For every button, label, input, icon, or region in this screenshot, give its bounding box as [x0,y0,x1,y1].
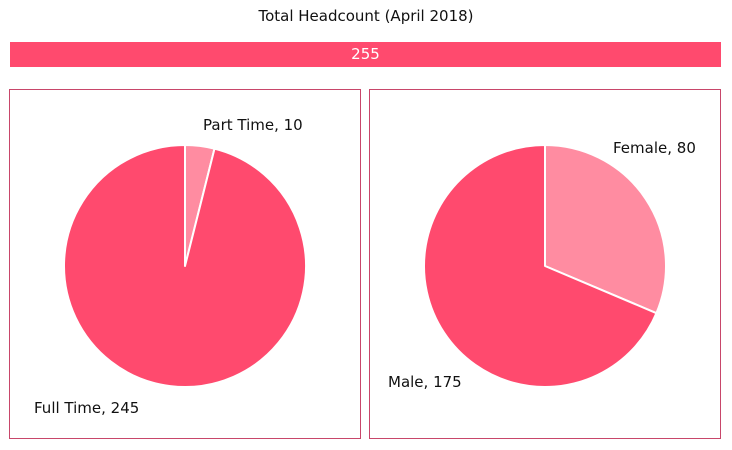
pie-slice-full-time [63,144,307,388]
slice-label-female: Female, 80 [613,139,696,157]
employment-type-panel: Part Time, 10 Full Time, 245 [9,89,361,439]
employment-type-pie-chart: Part Time, 10 Full Time, 245 [34,116,307,417]
gender-panel: Female, 80 Male, 175 [369,89,721,439]
pie-slice-female [544,144,667,315]
slice-label-part-time: Part Time, 10 [203,116,303,134]
slice-label-full-time: Full Time, 245 [34,399,139,417]
gender-pie-chart: Female, 80 Male, 175 [388,139,696,391]
slice-label-male: Male, 175 [388,373,462,391]
chart-title: Total Headcount (April 2018) [258,7,474,25]
pie-slice-male [423,144,658,388]
total-headcount-bar: 255 [10,42,721,67]
